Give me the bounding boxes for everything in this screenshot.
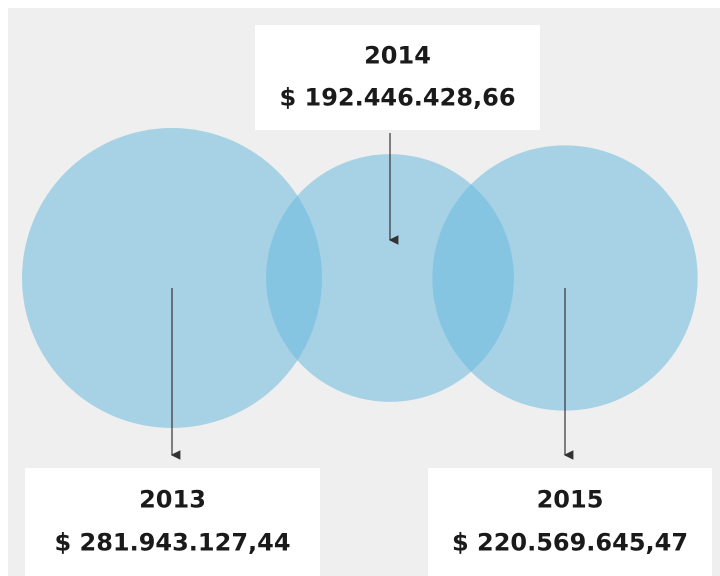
value-label: $ 192.446.428,66 (279, 84, 515, 112)
value-label: $ 281.943.127,44 (54, 529, 290, 557)
bubble (432, 145, 698, 411)
value-label: $ 220.569.645,47 (452, 529, 688, 557)
year-label: 2013 (139, 485, 206, 513)
label-box (255, 25, 540, 130)
year-label: 2014 (364, 42, 431, 70)
year-label: 2015 (537, 485, 604, 513)
label-box (25, 468, 320, 576)
bubble (22, 128, 322, 428)
label-box (428, 468, 712, 576)
